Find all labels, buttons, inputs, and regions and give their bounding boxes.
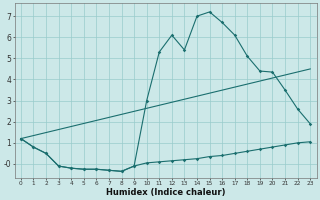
X-axis label: Humidex (Indice chaleur): Humidex (Indice chaleur)	[106, 188, 225, 197]
